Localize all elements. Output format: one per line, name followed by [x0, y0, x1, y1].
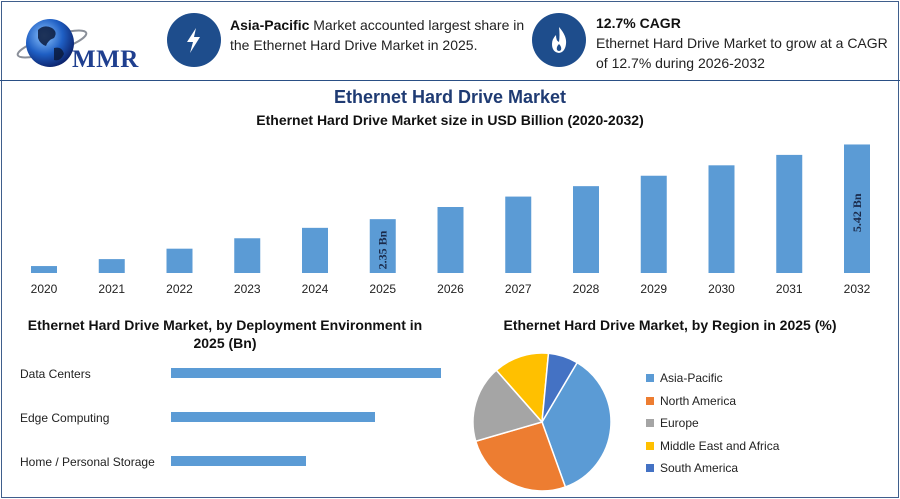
bar-2023 — [234, 238, 261, 273]
bar-2027 — [505, 196, 532, 273]
tick-label-2025: 2025 — [369, 282, 396, 296]
legend-swatch-asia-pacific — [646, 374, 654, 382]
hbar-label-home-personal-storage: Home / Personal Storage — [20, 455, 155, 469]
legend-swatch-middle-east-and-africa — [646, 441, 654, 450]
bar-2020 — [31, 266, 57, 273]
info-apac-rest: Market accounted largest share in — [309, 17, 525, 33]
bar-2026 — [437, 207, 464, 273]
bar-2022 — [166, 248, 193, 273]
data-label-2025: 2.35 Bn — [376, 230, 390, 269]
tick-label-2022: 2022 — [166, 282, 193, 296]
legend-swatch-south-america — [646, 464, 654, 472]
header-divider — [0, 80, 900, 81]
pie-slice-middle-east-and-africa — [495, 352, 550, 424]
tick-label-2032: 2032 — [844, 282, 871, 296]
hbar-edge-computing — [171, 412, 375, 422]
tick-label-2030: 2030 — [708, 282, 735, 296]
tick-label-2029: 2029 — [640, 282, 667, 296]
region-chart-title: Ethernet Hard Drive Market, by Region in… — [503, 317, 837, 333]
deployment-chart-title: Ethernet Hard Drive Market, by Deploymen… — [27, 317, 423, 351]
region-pie-chart — [472, 352, 612, 492]
hbar-data-centers — [171, 368, 441, 378]
page-title: Ethernet Hard Drive Market — [333, 87, 567, 107]
info-cagr-text: 12.7% CAGR Ethernet Hard Drive Market to… — [596, 13, 888, 73]
globe-icon — [16, 19, 88, 67]
info-apac-bold: Asia-Pacific — [230, 17, 310, 33]
bar-2030 — [708, 165, 735, 273]
legend-label-asia-pacific: Asia-Pacific — [660, 371, 723, 385]
bar-2032 — [844, 144, 870, 273]
tick-label-2023: 2023 — [234, 282, 261, 296]
bar-2021 — [98, 259, 125, 273]
tick-label-2020: 2020 — [31, 282, 58, 296]
legend-label-south-america: South America — [660, 461, 739, 475]
bar-2031 — [776, 154, 803, 273]
legend-label-middle-east-and-africa: Middle East and Africa — [660, 438, 780, 453]
bar-2025 — [369, 219, 396, 273]
tick-label-2028: 2028 — [573, 282, 600, 296]
flame-icon — [532, 13, 586, 67]
info-cagr-line2: of 12.7% during 2026-2032 — [596, 55, 765, 71]
lightning-icon — [167, 13, 221, 67]
bar-2024 — [302, 227, 328, 273]
legend-label-north-america: North America — [660, 393, 737, 408]
pie-slice-north-america — [474, 421, 567, 492]
mmr-logo: MMR — [14, 10, 144, 80]
bar-2029 — [640, 175, 667, 273]
info-apac-line2: the Ethernet Hard Drive Market in 2025. — [230, 37, 478, 53]
tick-label-2031: 2031 — [776, 282, 803, 296]
tick-label-2024: 2024 — [302, 282, 329, 296]
hbar-label-data-centers: Data Centers — [20, 367, 91, 381]
data-label-2032: 5.42 Bn — [850, 193, 864, 232]
info-cagr-bold: 12.7% CAGR — [596, 15, 681, 31]
hbar-label-edge-computing: Edge Computing — [20, 411, 110, 425]
bar-chart-title: Ethernet Hard Drive Market size in USD B… — [256, 112, 644, 128]
market-size-bar-chart: 2020 2021 2022 2023 2024 2025 2.35 Bn 2026 2027 2… — [31, 144, 871, 296]
info-cagr-line1: Ethernet Hard Drive Market to grow at a … — [596, 35, 888, 51]
bar-2028 — [573, 186, 599, 273]
pie-slice-south-america — [541, 352, 579, 423]
legend-label-europe: Europe — [660, 416, 699, 430]
tick-label-2026: 2026 — [437, 282, 464, 296]
tick-label-2021: 2021 — [98, 282, 125, 296]
hbar-home-personal-storage — [171, 456, 306, 466]
tick-label-2027: 2027 — [505, 282, 532, 296]
pie-slice-europe — [472, 369, 544, 443]
info-apac-text: Asia-Pacific Market accounted largest sh… — [230, 15, 524, 55]
legend-swatch-north-america — [646, 396, 654, 405]
legend-swatch-europe — [646, 419, 654, 427]
logo-text: MMR — [72, 46, 139, 73]
